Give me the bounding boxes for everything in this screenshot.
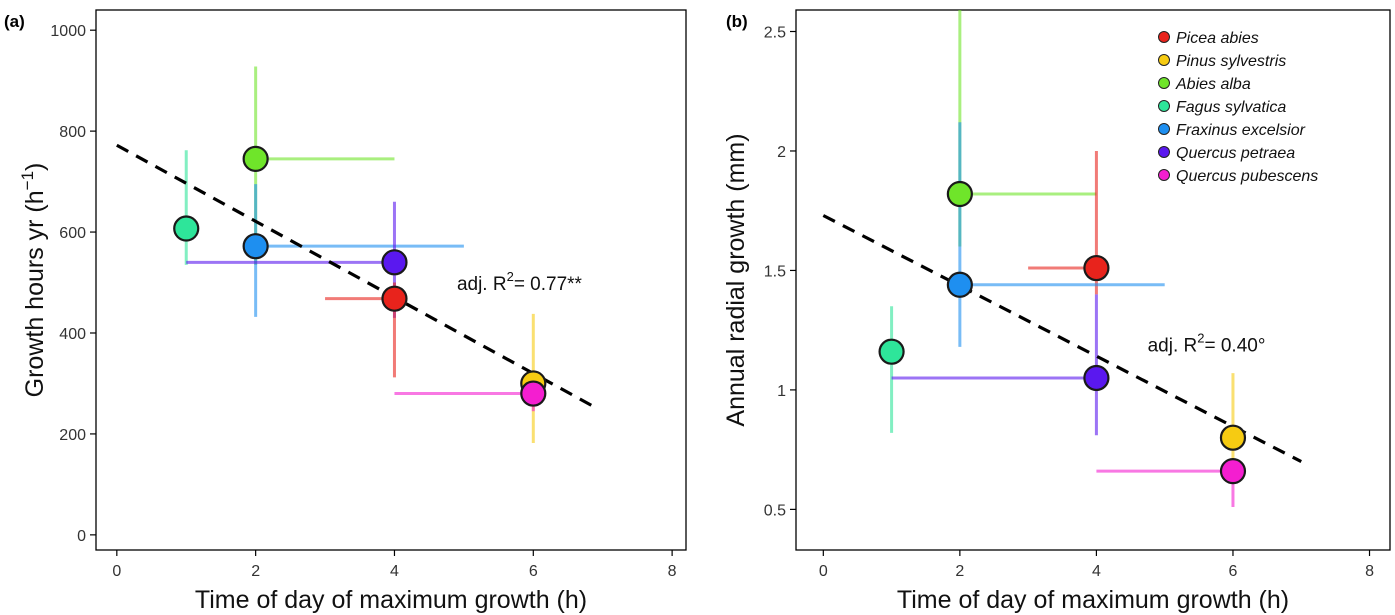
y-tick-label: 1 (777, 383, 786, 400)
panel-label-b: (b) (726, 12, 748, 31)
x-axis-title-b: Time of day of maximum growth (h) (897, 586, 1289, 614)
point-quercus-petraea (1083, 364, 1110, 392)
y-tick-label: 800 (59, 124, 86, 141)
annotation-b-prefix: adj. R (1148, 336, 1198, 357)
x-tick-label: 6 (529, 563, 538, 580)
x-axis-title-a: Time of day of maximum growth (h) (195, 586, 587, 614)
annotation-b: adj. R2= 0.40° (1148, 331, 1266, 357)
y-tick-label: 600 (59, 225, 86, 242)
annotation-a-suffix: = 0.77** (514, 274, 583, 295)
ticks-b: 0 2 4 6 8 0.5 1 1.5 2 2.5 (764, 25, 1374, 580)
point-fagus-sylvatica (173, 215, 200, 242)
legend-label-pinus-sylvestris: Pinus sylvestris (1176, 53, 1286, 70)
legend: Picea abies Pinus sylvestris Abies alba Fag… (1158, 30, 1318, 185)
point-quercus-pubescens (520, 380, 547, 407)
legend-marker-abies-alba (1158, 77, 1170, 89)
points-b (878, 180, 1247, 485)
y-axis-title-a-close: ) (21, 163, 49, 171)
point-abies-alba (242, 145, 269, 172)
y-tick-label: 200 (59, 427, 86, 444)
y-axis-title-a: Growth hours yr (h−1) (18, 163, 49, 398)
annotation-b-sup: 2 (1197, 331, 1204, 346)
y-axis-title-a-sup: −1 (18, 171, 37, 190)
y-tick-label: 2.5 (764, 25, 786, 42)
x-tick-label: 2 (251, 563, 260, 580)
panel-b: (b) 0 2 4 6 80.511.522.5 adj. R2= 0.40° Time… (722, 9, 1391, 614)
x-tick-label: 2 (955, 563, 964, 580)
legend-marker-fagus-sylvatica (1158, 100, 1170, 112)
legend-marker-fraxinus-excelsior (1158, 123, 1170, 135)
legend-marker-picea-abies (1158, 31, 1170, 43)
plot-frame-b (795, 9, 1391, 551)
point-fraxinus-excelsior (242, 233, 269, 260)
point-quercus-pubescens (1219, 458, 1247, 485)
regression-line-b (822, 214, 1302, 464)
annotation-b-suffix: = 0.40° (1204, 336, 1265, 357)
y-axis-title-a-main: Growth hours yr (h (21, 190, 49, 397)
regression-line-a (116, 143, 597, 410)
x-tick-label: 8 (1365, 563, 1374, 580)
y-tick-label: 1.5 (764, 263, 786, 280)
y-tick-label: 400 (59, 326, 86, 343)
x-tick-label: 4 (390, 563, 399, 580)
legend-marker-quercus-pubescens (1158, 169, 1170, 181)
legend-label-quercus-petraea: Quercus petraea (1176, 145, 1295, 162)
annotation-a: adj. R2= 0.77** (457, 269, 583, 295)
legend-label-fagus-sylvatica: Fagus sylvatica (1176, 99, 1286, 116)
points-a (173, 145, 547, 407)
x-tick-label: 4 (1092, 563, 1101, 580)
y-tick-label: 0 (77, 528, 86, 545)
error-bars-a (184, 66, 535, 444)
ticks-a: 0 2 4 6 8 0 200 400 600 800 1000 (50, 23, 676, 580)
point-fagus-sylvatica (878, 338, 905, 365)
y-tick-label: 2 (777, 144, 786, 161)
point-picea-abies (1083, 254, 1110, 282)
point-picea-abies (381, 285, 408, 312)
legend-marker-pinus-sylvestris (1158, 54, 1170, 66)
x-tick-label: 8 (668, 563, 677, 580)
point-pinus-sylvestris (1219, 424, 1247, 451)
legend-label-fraxinus-excelsior: Fraxinus excelsior (1176, 122, 1306, 139)
annotation-a-sup: 2 (507, 269, 514, 284)
point-quercus-petraea (381, 249, 408, 276)
y-tick-label: 1000 (50, 23, 86, 40)
y-axis-title-b: Annual radial growth (mm) (722, 133, 750, 426)
legend-marker-quercus-petraea (1158, 146, 1170, 158)
legend-label-quercus-pubescens: Quercus pubescens (1176, 168, 1318, 185)
legend-label-picea-abies: Picea abies (1176, 30, 1259, 47)
legend-label-abies-alba: Abies alba (1175, 76, 1251, 93)
x-tick-label: 0 (819, 563, 828, 580)
point-fraxinus-excelsior (946, 271, 973, 298)
point-abies-alba (946, 180, 973, 208)
x-tick-label: 6 (1229, 563, 1238, 580)
x-tick-label: 0 (112, 563, 121, 580)
panel-label-a: (a) (4, 12, 25, 31)
y-tick-label: 0.5 (764, 502, 786, 519)
plot-frame-a (95, 9, 687, 551)
annotation-a-prefix: adj. R (457, 274, 507, 295)
